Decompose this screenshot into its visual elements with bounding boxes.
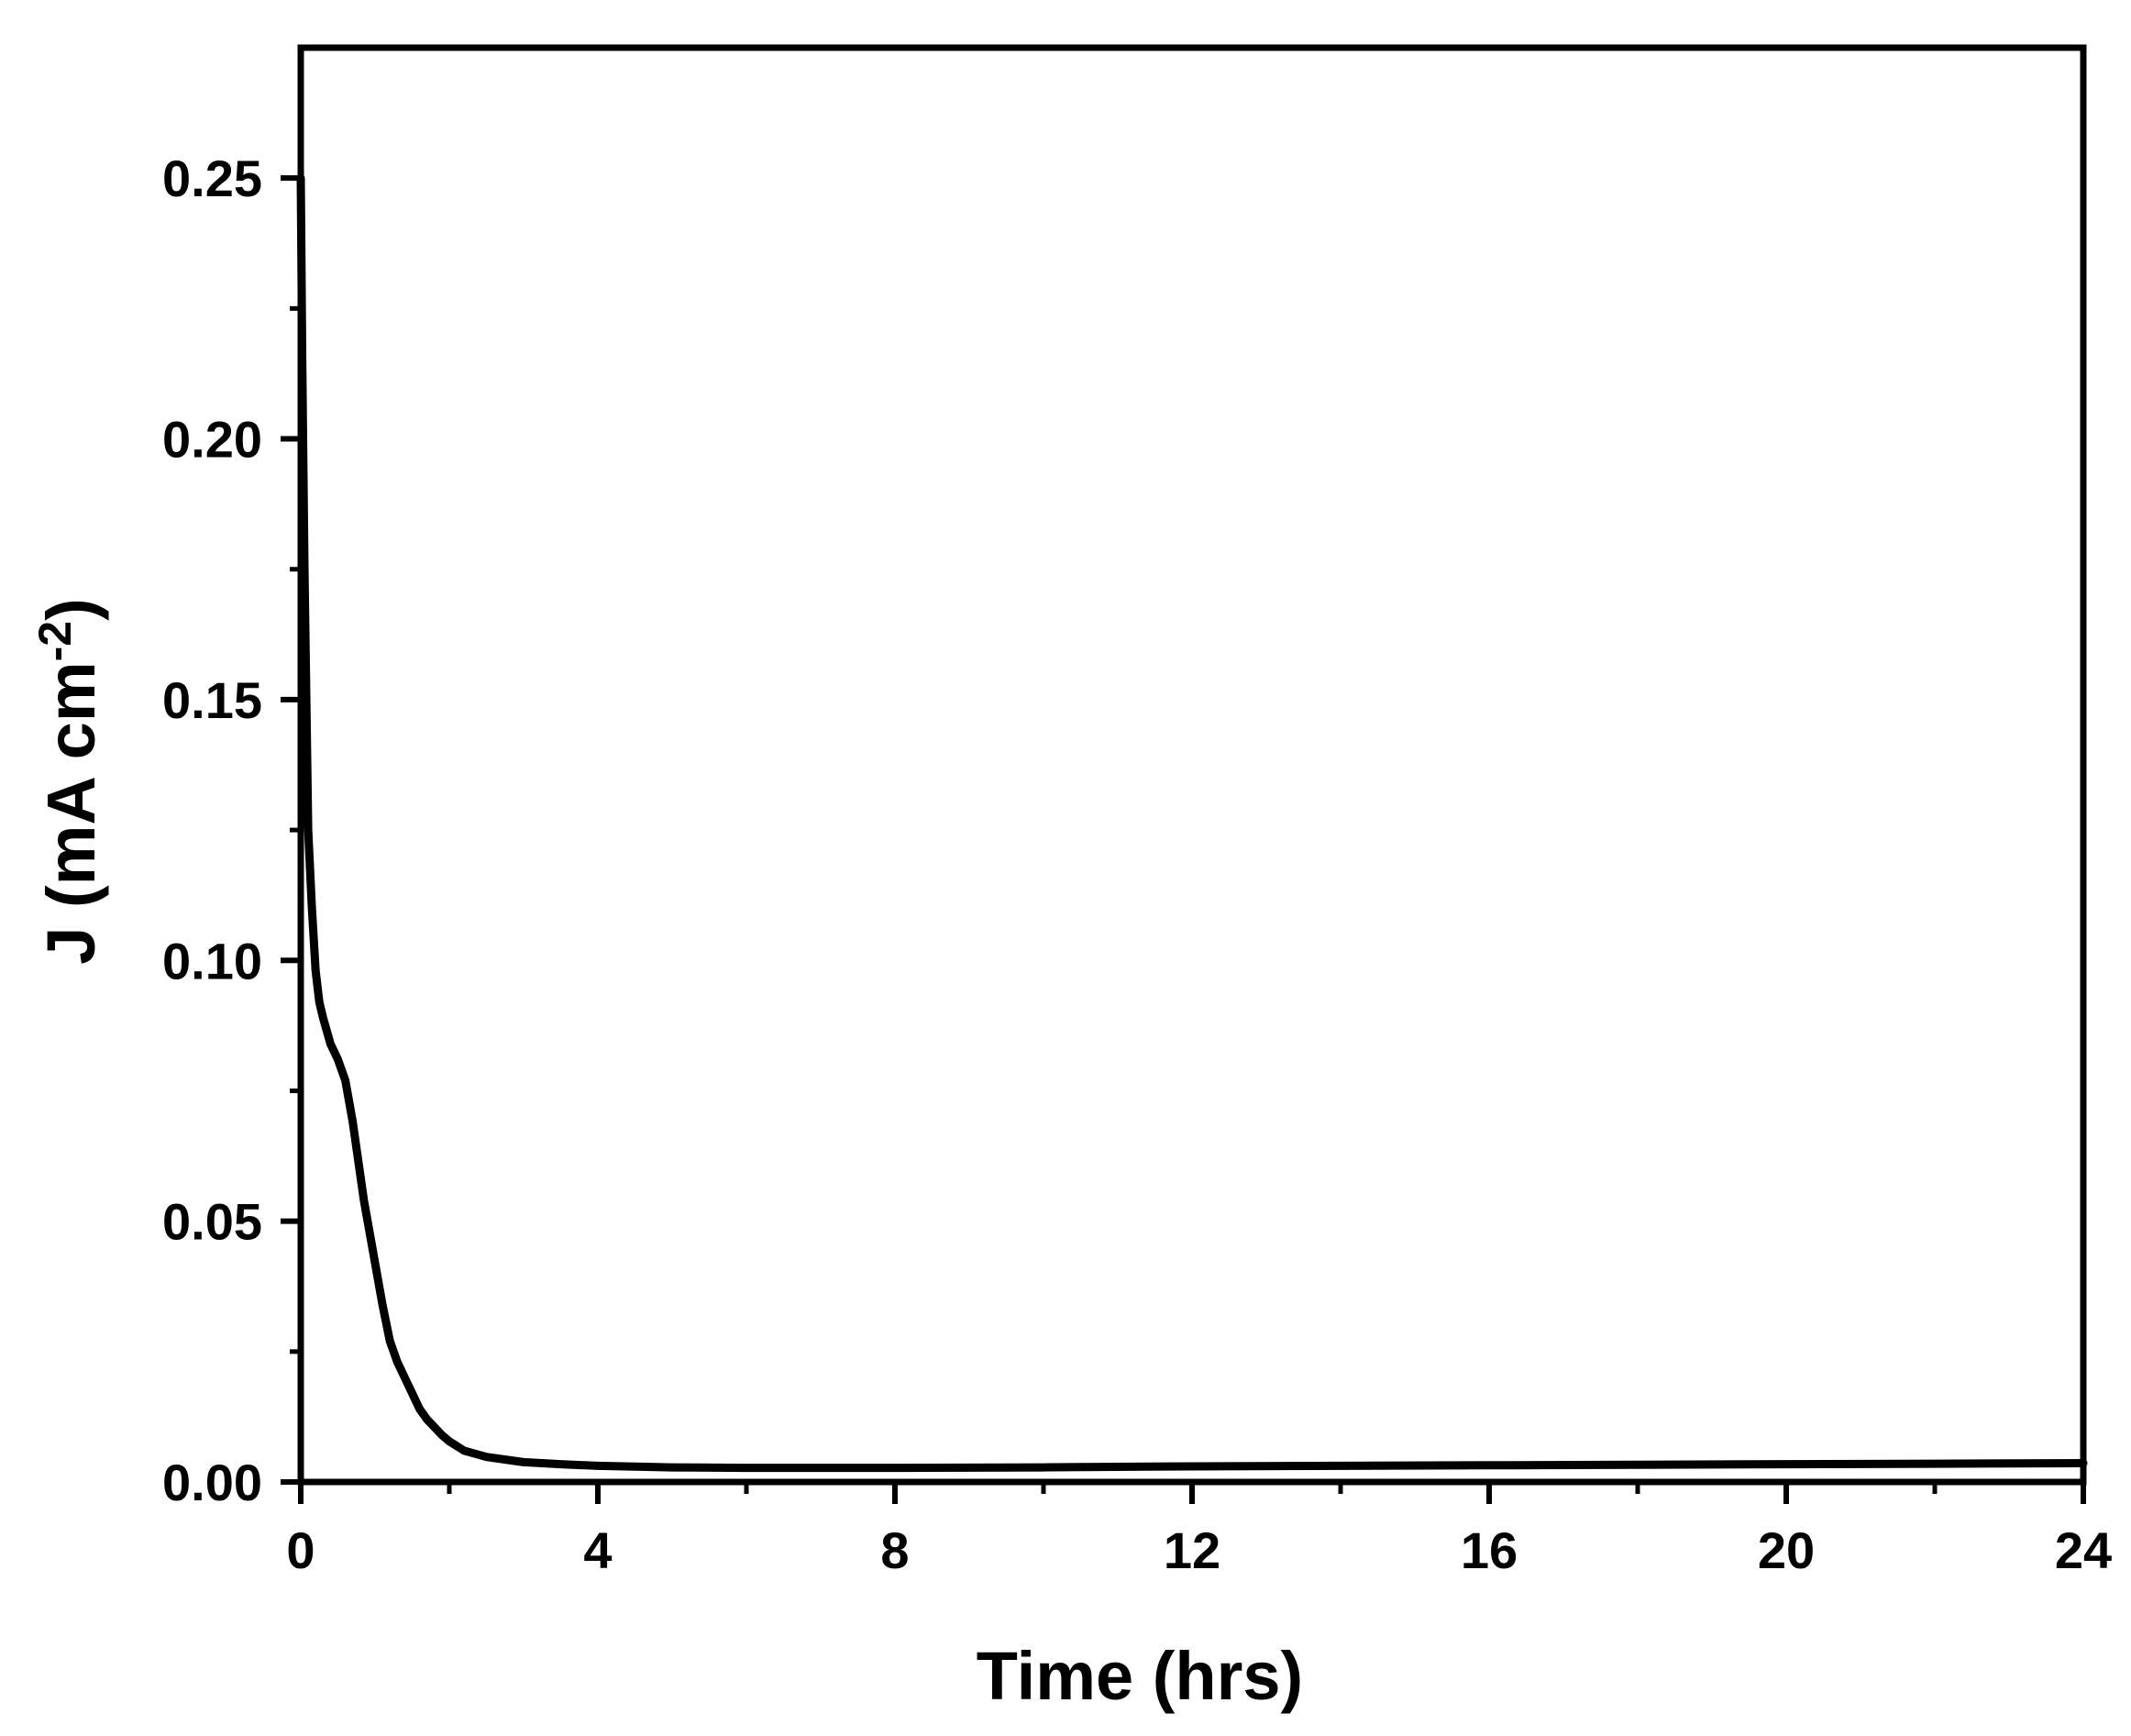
y-axis-label-main: J (mA cm	[33, 661, 109, 964]
y-axis-label-superscript: -2	[29, 621, 81, 661]
x-axis-label: Time (hrs)	[977, 1638, 1303, 1714]
x-tick-label: 24	[2055, 1521, 2112, 1579]
plot-frame	[297, 44, 2087, 1486]
series-line	[296, 173, 2088, 1473]
x-tick-label: 0	[286, 1521, 315, 1579]
x-tick-label: 4	[583, 1521, 612, 1579]
y-tick-label: 0.15	[162, 671, 262, 729]
y-tick-label: 0.05	[162, 1193, 262, 1251]
x-tick-label: 20	[1758, 1521, 1815, 1579]
y-axis-label-close: )	[33, 598, 109, 621]
y-tick-label: 0.10	[162, 932, 262, 990]
x-tick-label: 16	[1461, 1521, 1518, 1579]
x-tick-label: 8	[880, 1521, 909, 1579]
x-tick-label: 12	[1164, 1521, 1220, 1579]
y-tick-label: 0.20	[162, 411, 262, 469]
y-axis-label: J (mA cm-2)	[29, 598, 109, 965]
y-tick-label: 0.25	[162, 149, 262, 207]
y-tick-label: 0.00	[162, 1454, 262, 1511]
